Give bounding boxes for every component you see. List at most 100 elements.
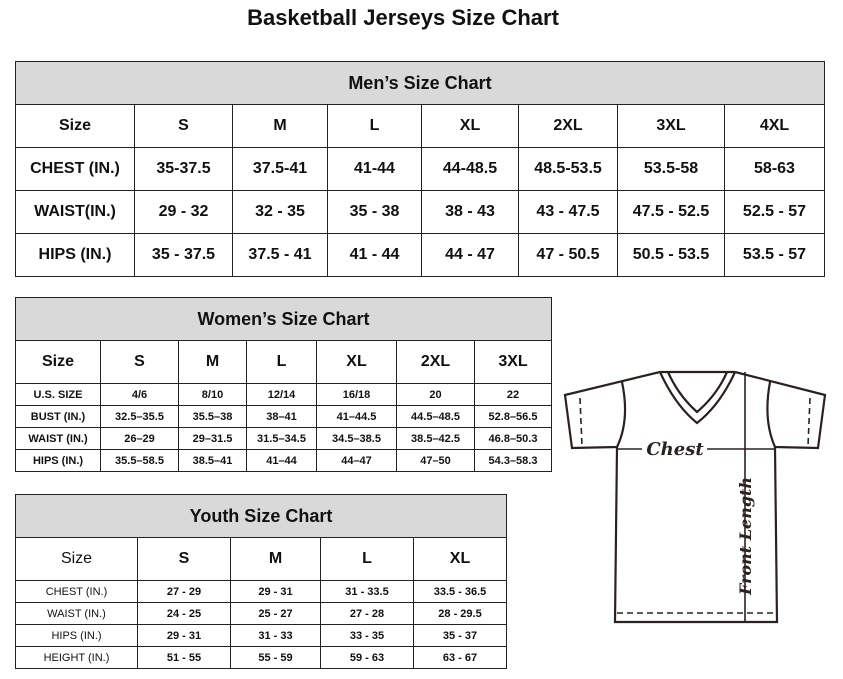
table-cell: 12/14 (246, 383, 317, 406)
table-cell: 54.3–58.3 (473, 449, 553, 472)
youth-table-title: Youth Size Chart (14, 494, 508, 538)
table-cell: 35 - 38 (327, 190, 422, 234)
table-cell: 2XL (396, 340, 475, 384)
table-cell: 31 - 33 (230, 624, 321, 647)
table-cell: 41-44 (327, 147, 422, 191)
table-cell: 47–50 (396, 449, 475, 472)
row-label-cell: Size (15, 340, 101, 384)
table-cell: 16/18 (316, 383, 397, 406)
table-cell: 4/6 (100, 383, 179, 406)
table-cell: 52.8–56.5 (473, 405, 553, 428)
table-row: CHEST (IN.) 35-37.5 37.5-41 41-44 44-48.5 48.… (15, 147, 825, 191)
table-cell: 44–47 (316, 449, 397, 472)
table-cell: XL (412, 537, 508, 581)
table-header-row: Size S M L XL 2XL 3XL 4XL (15, 104, 825, 148)
table-cell: 3XL (473, 340, 553, 384)
table-cell: M (232, 104, 328, 148)
row-label-cell: BUST (IN.) (15, 405, 101, 428)
table-cell: 32 - 35 (232, 190, 328, 234)
table-cell: 34.5–38.5 (316, 427, 397, 450)
mens-size-table: Men’s Size Chart Size S M L XL 2XL 3XL 4XL CHES… (15, 61, 825, 277)
table-cell: 51 - 55 (137, 646, 231, 669)
table-cell: L (246, 340, 317, 384)
mens-table-title: Men’s Size Chart (15, 61, 825, 105)
row-label-cell: Size (15, 104, 135, 148)
table-header-row: Size S M L XL (15, 537, 508, 581)
table-cell: 31 - 33.5 (320, 580, 414, 603)
table-cell: 35.5–38 (178, 405, 247, 428)
table-cell: S (134, 104, 233, 148)
table-cell: L (327, 104, 422, 148)
table-cell: 47.5 - 52.5 (617, 190, 725, 234)
table-cell: 41–44 (246, 449, 317, 472)
row-label-cell: WAIST(IN.) (15, 190, 135, 234)
table-cell: 47 - 50.5 (518, 233, 618, 277)
table-row: U.S. SIZE 4/6 8/10 12/14 16/18 20 22 (15, 383, 553, 406)
table-cell: 22 (473, 383, 553, 406)
table-row: HEIGHT (IN.) 51 - 55 55 - 59 59 - 63 63 - 67 (15, 646, 508, 669)
row-label-cell: CHEST (IN.) (15, 147, 135, 191)
table-cell: 28 - 29.5 (412, 602, 508, 625)
table-cell: 27 - 28 (320, 602, 414, 625)
youth-size-table: Youth Size Chart Size S M L XL CHEST (IN.) 27… (14, 494, 508, 669)
table-cell: 35.5–58.5 (100, 449, 179, 472)
row-label-cell: WAIST (IN.) (15, 602, 138, 625)
row-label-cell: WAIST (IN.) (15, 427, 101, 450)
table-cell: XL (316, 340, 397, 384)
table-cell: 35-37.5 (134, 147, 233, 191)
table-cell: 38.5–42.5 (396, 427, 475, 450)
table-cell: 63 - 67 (412, 646, 508, 669)
table-cell: 46.8–50.3 (473, 427, 553, 450)
table-row: BUST (IN.) 32.5–35.5 35.5–38 38–41 41–44.5 44… (15, 405, 553, 428)
table-cell: 37.5-41 (232, 147, 328, 191)
table-row: WAIST (IN.) 26–29 29–31.5 31.5–34.5 34.5–38.… (15, 427, 553, 450)
table-cell: 53.5-58 (617, 147, 725, 191)
table-cell: 4XL (724, 104, 825, 148)
chest-label: Chest (646, 439, 704, 460)
table-cell: 20 (396, 383, 475, 406)
table-cell: 44-48.5 (421, 147, 519, 191)
table-cell: 48.5-53.5 (518, 147, 618, 191)
table-cell: 24 - 25 (137, 602, 231, 625)
table-cell: 38–41 (246, 405, 317, 428)
table-cell: 29 - 32 (134, 190, 233, 234)
table-cell: 38.5–41 (178, 449, 247, 472)
table-cell: S (100, 340, 179, 384)
table-cell: 32.5–35.5 (100, 405, 179, 428)
table-cell: 37.5 - 41 (232, 233, 328, 277)
table-cell: 29 - 31 (137, 624, 231, 647)
table-cell: 8/10 (178, 383, 247, 406)
table-cell: 27 - 29 (137, 580, 231, 603)
table-cell: 35 - 37 (412, 624, 508, 647)
table-cell: 59 - 63 (320, 646, 414, 669)
table-cell: 50.5 - 53.5 (617, 233, 725, 277)
jersey-diagram-icon: Chest Front Length (563, 370, 827, 624)
table-row: HIPS (IN.) 29 - 31 31 - 33 33 - 35 35 - 37 (15, 624, 508, 647)
table-cell: 58-63 (724, 147, 825, 191)
table-cell: 33 - 35 (320, 624, 414, 647)
row-label-cell: HIPS (IN.) (15, 233, 135, 277)
table-cell: 41 - 44 (327, 233, 422, 277)
womens-size-table: Women’s Size Chart Size S M L XL 2XL 3XL U.S. … (14, 297, 553, 472)
table-cell: 29–31.5 (178, 427, 247, 450)
row-label-cell: HIPS (IN.) (15, 624, 138, 647)
table-cell: 33.5 - 36.5 (412, 580, 508, 603)
table-header-row: Size S M L XL 2XL 3XL (15, 340, 553, 384)
table-cell: 25 - 27 (230, 602, 321, 625)
table-row: WAIST (IN.) 24 - 25 25 - 27 27 - 28 28 - 29.… (15, 602, 508, 625)
front-length-label: Front Length (736, 477, 755, 596)
table-row: HIPS (IN.) 35.5–58.5 38.5–41 41–44 44–47 47–5… (15, 449, 553, 472)
table-cell: 43 - 47.5 (518, 190, 618, 234)
table-cell: 3XL (617, 104, 725, 148)
table-cell: 53.5 - 57 (724, 233, 825, 277)
table-cell: M (230, 537, 321, 581)
row-label-cell: U.S. SIZE (15, 383, 101, 406)
table-row: WAIST(IN.) 29 - 32 32 - 35 35 - 38 38 - 43 43… (15, 190, 825, 234)
table-cell: S (137, 537, 231, 581)
table-cell: 38 - 43 (421, 190, 519, 234)
table-cell: 31.5–34.5 (246, 427, 317, 450)
table-cell: 35 - 37.5 (134, 233, 233, 277)
row-label-cell: HIPS (IN.) (15, 449, 101, 472)
table-cell: 55 - 59 (230, 646, 321, 669)
row-label-cell: Size (15, 537, 138, 581)
